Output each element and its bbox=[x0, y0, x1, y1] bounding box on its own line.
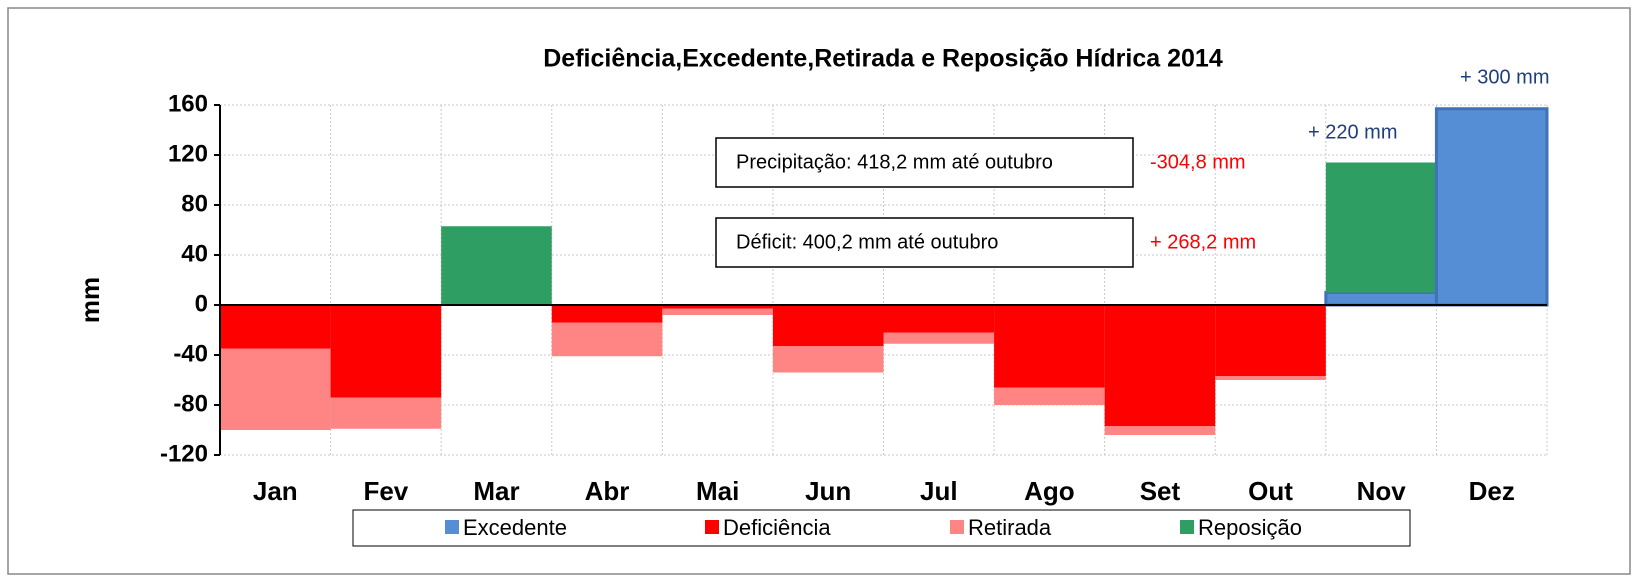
y-tick-label: -80 bbox=[173, 390, 208, 417]
legend-label: Deficiência bbox=[723, 515, 831, 540]
y-tick-label: 120 bbox=[168, 140, 208, 167]
y-tick-label: 0 bbox=[195, 290, 208, 317]
note-box bbox=[715, 217, 1134, 268]
bar bbox=[1325, 162, 1437, 293]
x-tick-label: Set bbox=[1140, 476, 1181, 506]
legend-label: Reposição bbox=[1198, 515, 1302, 540]
x-tick-label: Out bbox=[1248, 476, 1293, 506]
bar bbox=[1104, 426, 1216, 435]
bar bbox=[220, 305, 331, 349]
y-tick-label: 160 bbox=[168, 90, 208, 117]
bar bbox=[330, 397, 442, 429]
annotation: + 268,2 mm bbox=[1150, 231, 1256, 253]
legend-swatch bbox=[705, 520, 719, 534]
bar bbox=[1104, 305, 1216, 427]
chart-title: Deficiência,Excedente,Retirada e Reposiç… bbox=[543, 45, 1223, 73]
bar bbox=[994, 305, 1105, 388]
legend-frame bbox=[352, 509, 1411, 547]
bar bbox=[1324, 291, 1438, 307]
bar bbox=[883, 305, 995, 333]
legend-label: Retirada bbox=[968, 515, 1052, 540]
bar bbox=[994, 387, 1105, 405]
bar bbox=[772, 305, 884, 347]
x-tick-label: Fev bbox=[363, 476, 408, 506]
x-tick-label: Nov bbox=[1357, 476, 1407, 506]
x-tick-label: Abr bbox=[585, 476, 630, 506]
x-tick-label: Jun bbox=[805, 476, 851, 506]
x-tick-label: Jul bbox=[920, 476, 958, 506]
y-tick-label: 40 bbox=[181, 240, 208, 267]
x-tick-label: Jan bbox=[253, 476, 298, 506]
annotation: + 300 mm bbox=[1460, 66, 1549, 88]
bar bbox=[772, 346, 884, 373]
y-tick-label: -120 bbox=[160, 440, 208, 467]
legend-swatch bbox=[445, 520, 459, 534]
bar bbox=[1215, 305, 1326, 377]
legend-swatch bbox=[1180, 520, 1194, 534]
bar bbox=[551, 322, 663, 357]
x-tick-label: Ago bbox=[1024, 476, 1075, 506]
note-text: Precipitação: 418,2 mm até outubro bbox=[736, 151, 1053, 173]
y-axis-label: mm bbox=[75, 277, 105, 323]
bar bbox=[441, 226, 552, 305]
note-box bbox=[715, 137, 1134, 188]
x-tick-label: Dez bbox=[1469, 476, 1515, 506]
bar bbox=[883, 332, 995, 344]
legend-label: Excedente bbox=[463, 515, 567, 540]
y-tick-label: -40 bbox=[173, 340, 208, 367]
annotation: + 220 mm bbox=[1308, 121, 1397, 143]
bar bbox=[1434, 107, 1549, 307]
bar bbox=[662, 305, 773, 309]
x-tick-label: Mar bbox=[473, 476, 519, 506]
note-text: Déficit: 400,2 mm até outubro bbox=[736, 231, 998, 253]
annotation: -304,8 mm bbox=[1150, 151, 1246, 173]
bar bbox=[662, 308, 773, 315]
legend-swatch bbox=[950, 520, 964, 534]
bar bbox=[220, 348, 331, 430]
bar bbox=[1215, 376, 1326, 380]
x-tick-label: Mai bbox=[696, 476, 739, 506]
y-tick-label: 80 bbox=[181, 190, 208, 217]
bar bbox=[330, 305, 442, 398]
bar bbox=[551, 305, 663, 323]
